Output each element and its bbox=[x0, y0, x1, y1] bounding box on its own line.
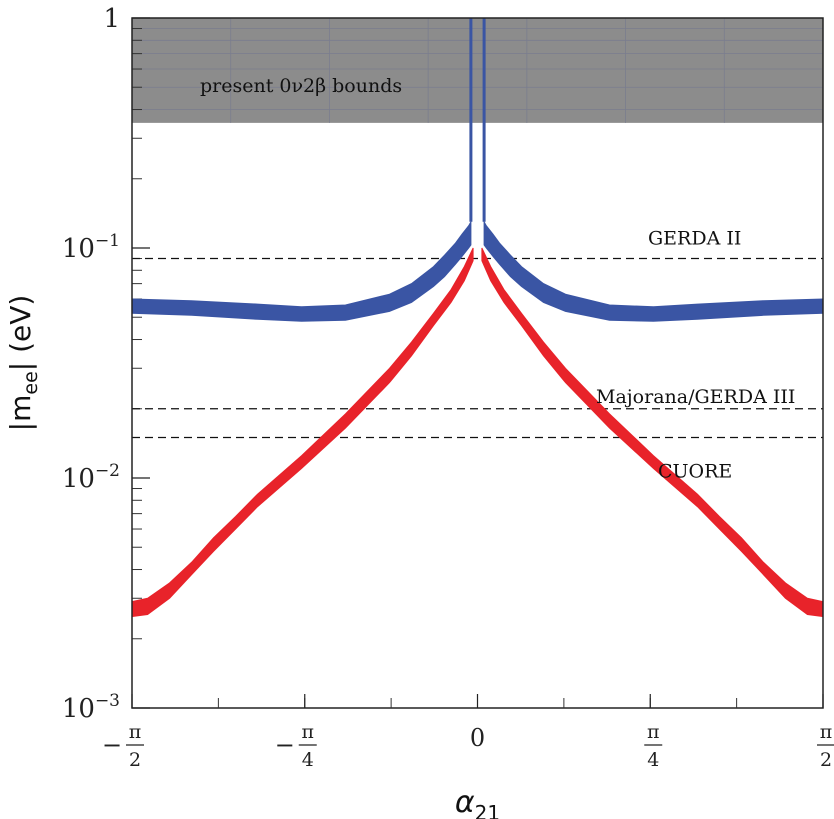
label-gerda-ii: GERDA II bbox=[648, 228, 741, 250]
x-tick-numerator: π bbox=[129, 721, 142, 743]
x-tick-numerator: π bbox=[647, 721, 660, 743]
y-tick-label: 1 bbox=[103, 4, 120, 34]
x-tick-denominator: 4 bbox=[647, 749, 659, 771]
y-axis-title: |mee| (eV) bbox=[4, 295, 42, 432]
plot-area bbox=[132, 18, 823, 708]
shaded-region-layer: present 0ν2β bounds bbox=[132, 18, 823, 123]
annotations: GERDA II Majorana/GERDA III CUORE bbox=[596, 228, 795, 483]
x-tick-numerator: π bbox=[820, 721, 833, 743]
shaded-bounds-region bbox=[132, 18, 823, 123]
x-axis-title: α21 bbox=[455, 785, 500, 819]
x-tick-denominator: 2 bbox=[129, 749, 141, 771]
x-tick-label: − π 2 bbox=[102, 721, 144, 771]
y-ticks: 1 10−1 10−2 10−3 bbox=[62, 4, 150, 724]
label-majorana-gerda-iii: Majorana/GERDA III bbox=[596, 386, 795, 408]
x-tick-label: π4 bbox=[644, 721, 663, 771]
red-band-left bbox=[131, 247, 474, 618]
label-cuore: CUORE bbox=[658, 460, 732, 482]
axis-titles: α21 |mee| (eV) bbox=[4, 295, 500, 819]
x-tick-label: − π 4 bbox=[275, 721, 317, 771]
x-tick-numerator: π bbox=[302, 721, 315, 743]
y-tick-label: 10−3 bbox=[62, 691, 120, 724]
y-tick-label: 10−1 bbox=[62, 231, 120, 264]
y-tick-label: 10−2 bbox=[62, 461, 120, 494]
x-tick-sign: − bbox=[102, 731, 122, 759]
x-tick-denominator: 4 bbox=[302, 749, 314, 771]
shaded-region-label: present 0ν2β bounds bbox=[200, 75, 402, 97]
x-tick-label: π2 bbox=[817, 721, 834, 771]
x-tick-denominator: 2 bbox=[820, 749, 832, 771]
reference-lines bbox=[132, 257, 823, 439]
x-tick-sign: − bbox=[275, 731, 295, 759]
blue-band-left bbox=[131, 219, 472, 322]
x-tick-label: 0 bbox=[470, 724, 485, 752]
vertical-spikes bbox=[469, 18, 486, 222]
